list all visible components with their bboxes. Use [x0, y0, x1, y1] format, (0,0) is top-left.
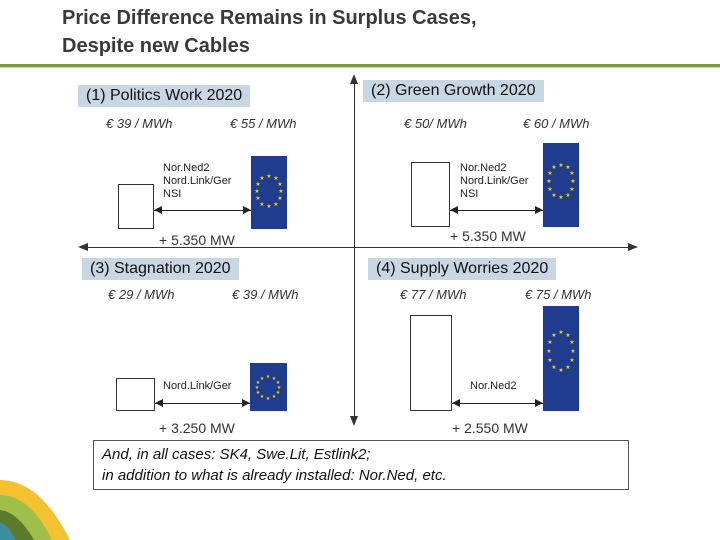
quadrant-2-norway-bar: [411, 162, 450, 227]
summary-note: And, in all cases: SK4, Swe.Lit, Estlink…: [93, 440, 629, 490]
quadrant-1-price-left: € 39 / MWh: [106, 116, 173, 131]
svg-text:★: ★: [266, 203, 271, 210]
quadrant-3-price-left: € 29 / MWh: [108, 287, 175, 302]
quadrant-1-norway-bar: [118, 184, 154, 229]
quadrant-2-cables: Nor.Ned2 Nord.Link/Ger NSI: [460, 162, 529, 200]
quadrant-4-price-left: € 77 / MWh: [400, 287, 467, 302]
svg-text:★: ★: [256, 390, 261, 396]
svg-text:★: ★: [272, 394, 277, 400]
title-line-2: Despite new Cables: [62, 35, 250, 57]
svg-text:★: ★: [547, 186, 552, 193]
svg-text:★: ★: [570, 348, 575, 355]
svg-text:★: ★: [254, 188, 259, 195]
svg-text:★: ★: [276, 390, 281, 396]
quadrant-4-eu-flag-icon: ★ ★ ★ ★ ★ ★ ★ ★ ★ ★ ★ ★: [543, 306, 579, 411]
quadrant-1-cables: Nor.Ned2 Nord.Link/Ger NSI: [163, 162, 232, 200]
quadrant-4-link-line: [452, 403, 543, 404]
quadrant-3-norway-bar: [116, 378, 155, 411]
quadrant-4-cables: Nor.Ned2: [470, 380, 517, 392]
page-title: Price Difference Remains in Surplus Case…: [62, 4, 682, 60]
summary-note-line-2: in addition to what is already installed…: [102, 467, 447, 484]
quadrant-4-label: (4) Supply Worries 2020: [368, 258, 557, 280]
svg-text:★: ★: [277, 385, 282, 391]
svg-text:★: ★: [277, 195, 282, 202]
svg-text:★: ★: [273, 201, 278, 208]
decorative-swoosh-icon: [0, 480, 70, 540]
svg-text:★: ★: [558, 329, 563, 336]
quadrant-1-label: (1) Politics Work 2020: [78, 85, 251, 107]
svg-text:★: ★: [259, 201, 264, 208]
svg-text:★: ★: [266, 396, 271, 402]
svg-text:★: ★: [272, 376, 277, 382]
svg-text:★: ★: [260, 394, 265, 400]
svg-text:★: ★: [551, 364, 556, 371]
svg-text:★: ★: [256, 380, 261, 386]
quadrant-1-link-line: [154, 210, 251, 211]
svg-text:★: ★: [266, 374, 271, 380]
quadrant-3-eu-flag-icon: ★ ★ ★ ★ ★ ★ ★ ★ ★ ★ ★ ★: [250, 363, 287, 411]
svg-text:★: ★: [547, 357, 552, 364]
svg-text:★: ★: [255, 195, 260, 202]
svg-text:★: ★: [569, 339, 574, 346]
title-divider: [0, 64, 720, 67]
quadrant-2-link-line: [450, 210, 543, 211]
quadrant-4-capacity: + 2.550 MW: [452, 420, 528, 436]
svg-text:★: ★: [569, 357, 574, 364]
quadrant-3-label: (3) Stagnation 2020: [82, 258, 239, 280]
quadrant-2-capacity: + 5.350 MW: [450, 228, 526, 244]
quadrant-4-price-right: € 75 / MWh: [525, 287, 592, 302]
quadrant-3-capacity: + 3.250 MW: [159, 420, 235, 436]
svg-text:★: ★: [569, 170, 574, 177]
svg-text:★: ★: [266, 173, 271, 180]
quadrant-3-price-right: € 39 / MWh: [232, 287, 299, 302]
svg-text:★: ★: [558, 194, 563, 201]
quadrant-4-norway-bar: [410, 315, 452, 411]
vertical-axis: [354, 80, 355, 420]
svg-text:★: ★: [551, 332, 556, 339]
title-divider-thin: [0, 67, 720, 68]
svg-text:★: ★: [565, 164, 570, 171]
svg-text:★: ★: [565, 332, 570, 339]
svg-text:★: ★: [277, 181, 282, 188]
quadrant-1-capacity: + 5.350 MW: [159, 232, 235, 248]
svg-text:★: ★: [273, 175, 278, 182]
svg-text:★: ★: [551, 164, 556, 171]
title-line-1: Price Difference Remains in Surplus Case…: [62, 7, 477, 29]
svg-text:★: ★: [565, 364, 570, 371]
quadrant-1-price-right: € 55 / MWh: [230, 116, 297, 131]
quadrant-1-eu-flag-icon: ★ ★ ★ ★ ★ ★ ★ ★ ★ ★ ★ ★: [251, 156, 287, 229]
quadrant-3-cables: Nord.Link/Ger: [163, 380, 232, 392]
svg-text:★: ★: [558, 367, 563, 374]
svg-text:★: ★: [558, 162, 563, 169]
svg-text:★: ★: [570, 178, 575, 185]
svg-text:★: ★: [260, 376, 265, 382]
quadrant-2-label: (2) Green Growth 2020: [363, 80, 544, 102]
svg-text:★: ★: [547, 170, 552, 177]
quadrant-2-price-right: € 60 / MWh: [523, 116, 590, 131]
svg-text:★: ★: [546, 178, 551, 185]
svg-text:★: ★: [569, 186, 574, 193]
svg-text:★: ★: [276, 380, 281, 386]
quadrant-3-link-line: [155, 403, 250, 404]
svg-text:★: ★: [255, 181, 260, 188]
quadrant-2-eu-flag-icon: ★ ★ ★ ★ ★ ★ ★ ★ ★ ★ ★ ★: [543, 143, 579, 227]
summary-note-line-1: And, in all cases: SK4, Swe.Lit, Estlink…: [102, 446, 371, 463]
svg-text:★: ★: [255, 385, 260, 391]
svg-text:★: ★: [278, 188, 283, 195]
svg-text:★: ★: [546, 348, 551, 355]
svg-text:★: ★: [547, 339, 552, 346]
svg-text:★: ★: [259, 175, 264, 182]
svg-text:★: ★: [551, 192, 556, 199]
horizontal-axis: [84, 247, 632, 248]
quadrant-2-price-left: € 50/ MWh: [404, 116, 467, 131]
svg-text:★: ★: [565, 192, 570, 199]
